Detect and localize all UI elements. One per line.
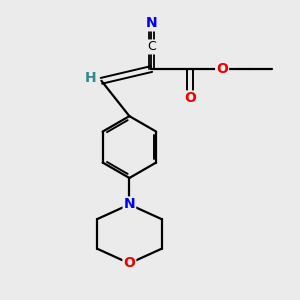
Text: O: O (124, 256, 135, 270)
Text: C: C (147, 40, 156, 53)
Text: O: O (184, 92, 196, 106)
Text: N: N (146, 16, 157, 30)
Text: H: H (84, 71, 96, 85)
Text: N: N (124, 197, 135, 212)
Text: O: O (216, 62, 228, 76)
